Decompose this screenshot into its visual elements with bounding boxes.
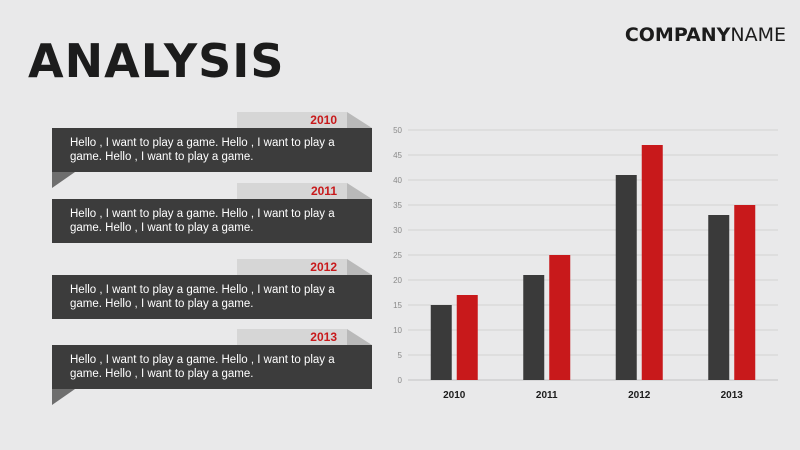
- y-tick-label: 15: [393, 301, 402, 310]
- entry-year: 2010: [310, 113, 337, 127]
- entry-text: Hello , I want to play a game. Hello , I…: [70, 284, 335, 310]
- entry-text: Hello , I want to play a game. Hello , I…: [70, 354, 335, 380]
- page-title: ANALYSIS: [28, 34, 285, 88]
- bar-2012-series-2: [641, 145, 663, 380]
- timeline-entry-2013: 2013 Hello , I want to play a game. Hell…: [0, 329, 380, 409]
- entry-text-box: Hello , I want to play a game. Hello , I…: [52, 199, 372, 243]
- year-tab: [237, 259, 347, 275]
- x-tick-label: 2010: [443, 390, 466, 401]
- timeline-entry-2010: 2010 Hello , I want to play a game. Hell…: [0, 112, 380, 192]
- timeline-entry-2011: 2011 Hello , I want to play a game. Hell…: [0, 183, 380, 263]
- entry-text: Hello , I want to play a game. Hello , I…: [70, 208, 335, 234]
- entry-text: Hello , I want to play a game. Hello , I…: [70, 137, 335, 163]
- year-tab: [237, 329, 347, 345]
- x-tick-label: 2013: [721, 390, 744, 401]
- entry-year: 2012: [310, 260, 337, 274]
- timeline-entry-2012: 2012 Hello , I want to play a game. Hell…: [0, 259, 380, 339]
- y-tick-label: 10: [393, 326, 402, 335]
- y-tick-label: 0: [398, 376, 403, 385]
- year-tab-fold: [347, 183, 372, 199]
- y-tick-label: 20: [393, 276, 402, 285]
- year-tab-fold: [347, 329, 372, 345]
- bar-2011-series-2: [549, 255, 571, 380]
- y-tick-label: 5: [398, 351, 403, 360]
- y-tick-label: 45: [393, 151, 402, 160]
- company-name: COMPANYNAME: [625, 26, 786, 45]
- entry-text-box: Hello , I want to play a game. Hello , I…: [52, 275, 372, 319]
- y-tick-label: 30: [393, 226, 402, 235]
- x-tick-label: 2011: [536, 390, 558, 401]
- company-name-light: NAME: [730, 24, 786, 46]
- bar-2010-series-1: [430, 305, 452, 380]
- entry-year: 2013: [310, 330, 337, 344]
- entry-fold: [52, 389, 75, 405]
- entry-fold: [52, 172, 75, 188]
- y-tick-label: 25: [393, 251, 402, 260]
- bar-2011-series-1: [523, 275, 545, 380]
- bar-2013-series-2: [734, 205, 756, 380]
- entry-year: 2011: [310, 184, 337, 198]
- y-tick-label: 50: [393, 126, 402, 135]
- company-name-bold: COMPANY: [624, 24, 731, 46]
- bar-2012-series-1: [615, 175, 637, 380]
- bar-chart: 0 5 10 15 20 25 30 35 40 45 50 2010 2011 2012 2013: [393, 126, 778, 401]
- bar-2010-series-2: [456, 295, 478, 380]
- year-tab: [237, 112, 347, 128]
- bar-2013-series-1: [708, 215, 730, 380]
- y-tick-label: 35: [393, 201, 402, 210]
- year-tab: [237, 183, 347, 199]
- x-tick-label: 2012: [628, 390, 651, 401]
- year-tab-fold: [347, 259, 372, 275]
- year-tab-fold: [347, 112, 372, 128]
- entry-text-box: Hello , I want to play a game. Hello , I…: [52, 128, 372, 172]
- entry-text-box: Hello , I want to play a game. Hello , I…: [52, 345, 372, 389]
- y-tick-label: 40: [393, 176, 402, 185]
